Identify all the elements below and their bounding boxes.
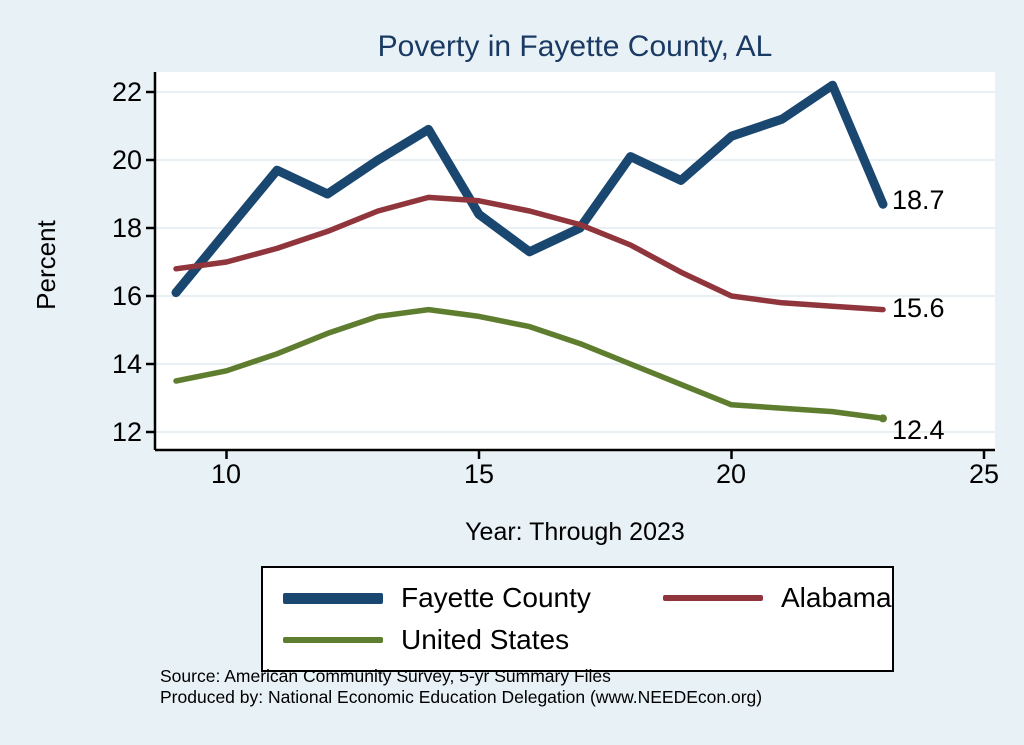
legend-swatch-united-states <box>283 637 383 643</box>
legend-row: United States <box>283 619 892 661</box>
legend-label-united-states: United States <box>401 624 570 655</box>
legend-swatch-fayette-county <box>283 592 383 604</box>
end-label-fayette-county: 18.7 <box>892 185 945 215</box>
legend-row: Fayette County Alabama <box>283 577 892 619</box>
source-line-2: Produced by: National Economic Education… <box>160 687 763 707</box>
series-united-states-line <box>173 306 886 422</box>
source-note: Source: American Community Survey, 5-yr … <box>160 666 762 708</box>
y-tick-label: 22 <box>111 77 142 107</box>
x-tick-label: 25 <box>968 459 1000 489</box>
legend: Fayette County Alabama United States <box>261 566 894 672</box>
legend-label-fayette-county: Fayette County <box>401 582 591 613</box>
legend-label-alabama: Alabama <box>781 582 892 613</box>
plot-area <box>155 72 995 450</box>
y-tick-label: 12 <box>111 417 142 447</box>
y-tick-label: 14 <box>111 349 142 379</box>
x-tick-label: 10 <box>210 459 242 489</box>
x-tick-label: 15 <box>463 459 495 489</box>
end-label-alabama: 15.6 <box>892 293 945 323</box>
x-axis-title: Year: Through 2023 <box>465 518 685 546</box>
y-axis-title: Percent <box>31 220 61 310</box>
y-tick-label: 18 <box>111 213 142 243</box>
legend-swatch-alabama <box>663 595 763 601</box>
x-tick-label: 20 <box>715 459 747 489</box>
y-tick-label: 16 <box>111 281 142 311</box>
chart-title: Poverty in Fayette County, AL <box>377 30 773 63</box>
legend-item-united-states: United States <box>283 624 663 656</box>
source-line-1: Source: American Community Survey, 5-yr … <box>160 666 611 686</box>
end-label-united-states: 12.4 <box>892 415 945 445</box>
y-tick-label: 20 <box>111 145 142 175</box>
united-states-endpoint-marker <box>879 414 887 423</box>
legend-item-alabama: Alabama <box>663 582 892 614</box>
series-alabama-line <box>173 194 886 313</box>
series-fayette-county-line <box>171 80 888 298</box>
legend-item-fayette-county: Fayette County <box>283 582 663 614</box>
